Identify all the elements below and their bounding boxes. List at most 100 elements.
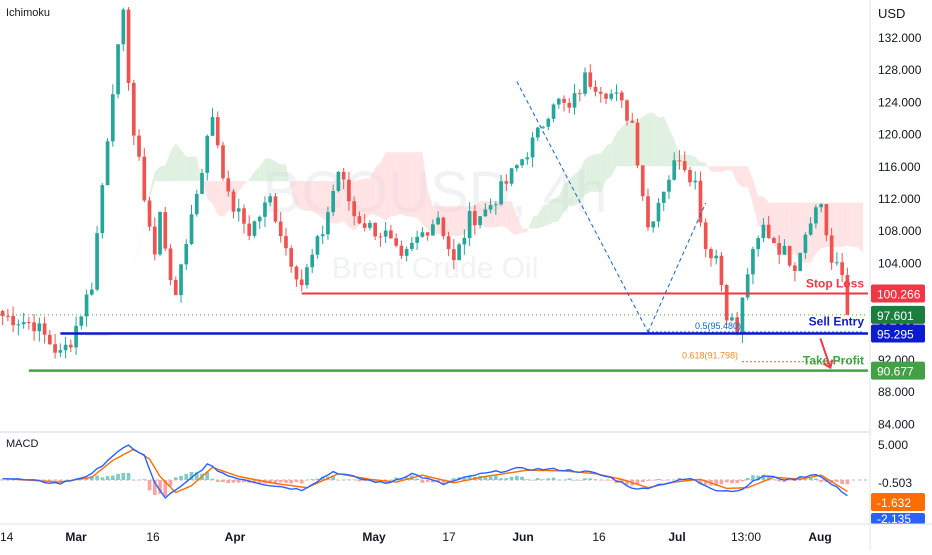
macd-histogram-bar [835,480,839,482]
macd-tick-label: 5.000 [878,438,908,452]
candle [106,138,110,185]
ichimoku-cloud-segment [407,152,412,216]
sell-entry-label: Sell Entry [809,314,865,328]
time-tick-label: Apr [225,530,246,544]
price-tick-label: 112.000 [878,192,921,206]
macd-histogram-bar [651,480,655,481]
candle [725,284,729,325]
macd-histogram-bar [1,480,5,481]
price-tick-label: 104.000 [878,256,922,270]
time-tick-label: Aug [808,530,831,544]
macd-histogram-bar [741,480,745,481]
macd-histogram-bar [814,478,818,480]
macd-histogram-bar [310,479,314,480]
macd-histogram-bar [347,479,351,480]
macd-histogram-bar [609,480,613,481]
ichimoku-cloud-segment [218,181,223,217]
macd-histogram-bar [515,476,519,480]
svg-text:100.266: 100.266 [877,287,921,301]
ichimoku-cloud-segment [186,157,191,182]
macd-histogram-bar [116,474,120,480]
macd-histogram-bar [426,480,430,482]
macd-histogram-bar [337,480,341,481]
macd-histogram-bar [730,480,734,483]
macd-histogram-bar [415,479,419,480]
macd-histogram-bar [342,480,346,481]
ichimoku-cloud-segment [449,206,454,236]
macd-histogram-bar [289,480,293,484]
ichimoku-cloud-segment [501,201,506,228]
macd-histogram-bar [174,477,178,480]
macd-histogram-bar [657,479,661,480]
candle [100,183,104,239]
macd-histogram-bar [641,480,645,482]
macd-histogram-bar [751,475,755,480]
ichimoku-cloud-segment [627,119,632,166]
macd-histogram-bar [53,480,57,481]
ichimoku-cloud-segment [847,203,852,248]
ichimoku-cloud-segment [265,158,270,181]
ichimoku-cloud-segment [617,127,622,166]
ichimoku-cloud-segment [401,152,406,216]
ichimoku-cloud-segment [307,181,312,211]
macd-histogram-bar [452,478,456,480]
ichimoku-cloud-segment [564,180,569,211]
macd-histogram-bar [604,480,608,481]
ichimoku-cloud-segment [533,215,538,228]
macd-histogram-bar [121,473,125,480]
macd-histogram-bar [667,480,671,481]
time-tick-label: May [362,530,386,544]
watermark-name: Brent Crude Oil [332,252,539,285]
macd-histogram-bar [142,479,146,480]
ichimoku-cloud-segment [690,155,695,166]
macd-histogram-bar [232,480,236,483]
ichimoku-cloud-segment [391,152,396,216]
macd-histogram-bar [583,478,587,480]
take-profit-label: Take Profit [803,354,864,368]
take-profit-price-tag: 90.677 [871,362,925,380]
ichimoku-cloud-segment [396,152,401,215]
ichimoku-cloud-segment [648,113,653,167]
macd-histogram-bar [494,476,498,480]
macd-histogram-bar [562,480,566,481]
macd-histogram-bar [809,478,813,480]
ichimoku-cloud-segment [375,163,380,217]
candle [798,253,802,272]
ichimoku-cloud-segment [312,181,317,214]
macd-histogram-bar [184,474,188,480]
time-tick-label: 14 [0,530,14,544]
macd-histogram-bar [137,480,141,481]
fib-label: 0.5(95.480) [695,321,741,331]
candle [788,246,792,268]
macd-histogram-bar [646,480,650,481]
time-tick-label: 13:00 [731,530,761,544]
ichimoku-cloud-segment [653,113,658,167]
candle [274,193,278,223]
macd-histogram-bar [520,477,524,480]
ichimoku-cloud-segment [853,203,858,248]
macd-histogram-bar [148,480,152,490]
macd-histogram-bar [819,480,823,482]
ichimoku-cloud-segment [160,165,165,181]
macd-histogram-bar [578,480,582,481]
ichimoku-cloud-segment [590,154,595,192]
macd-histogram-bar [573,480,577,481]
ichimoku-cloud-segment [454,206,459,236]
macd-histogram-bar [226,480,230,483]
ichimoku-cloud-segment [275,161,280,181]
ichimoku-cloud-segment [700,162,705,166]
time-tick-label: Jul [668,530,685,544]
macd-histogram-bar [300,480,304,484]
time-tick-label: 16 [592,530,606,544]
ichimoku-cloud-segment [380,152,385,221]
stop-loss-label: Stop Loss [806,276,864,290]
macd-histogram-bar [499,478,503,480]
time-tick-label: 16 [146,530,160,544]
macd-histogram-bar [504,478,508,480]
svg-text:-1.632: -1.632 [877,496,911,510]
candle [148,197,152,231]
ichimoku-cloud-segment [596,154,601,192]
ichimoku-cloud-segment [622,123,627,167]
macd-histogram-bar [588,478,592,480]
candle [457,243,461,260]
